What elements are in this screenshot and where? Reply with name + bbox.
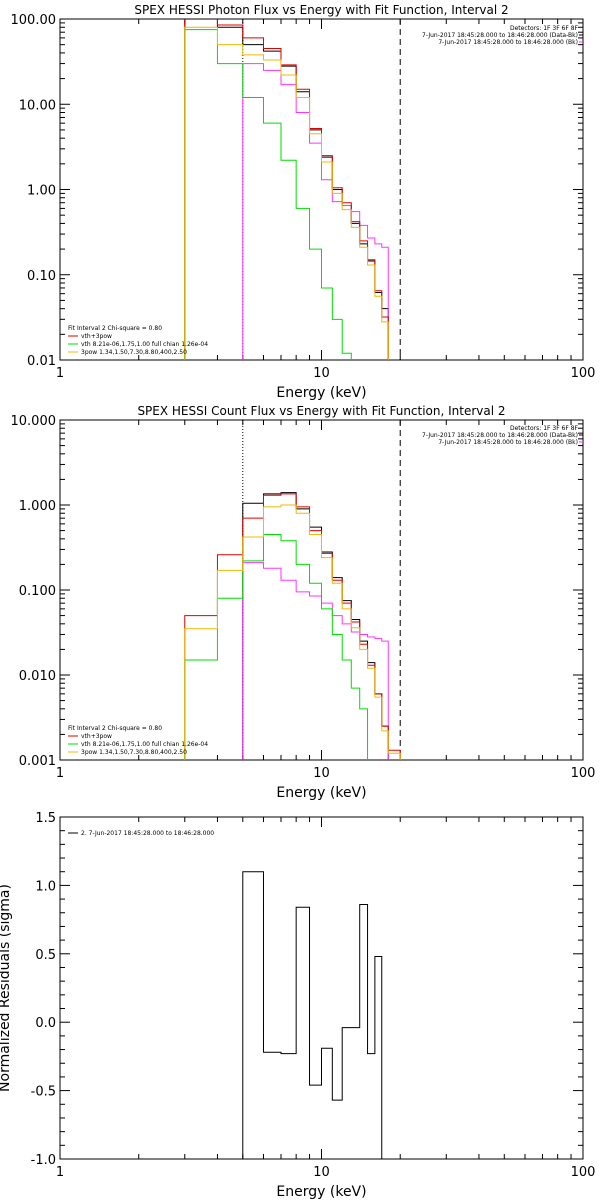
y-tick-label: 0.001 (19, 754, 56, 769)
series-0-histogram (184, 19, 389, 360)
plot-frame (59, 816, 584, 1160)
legend-entry: Fit Interval 2 Chi-square = 0.80 (68, 325, 162, 332)
x-axis-label: Energy (keV) (276, 1184, 366, 1200)
x-tick-label: 10 (313, 1165, 330, 1180)
x-tick-label: 1 (56, 766, 64, 781)
legend-entry: vth 8.21e-06,1.75,1.00 full chian 1.26e-… (81, 341, 208, 348)
legend-entry: vth+3pow (81, 333, 112, 340)
x-tick-label: 100 (571, 766, 596, 781)
y-tick-label: 100.00 (11, 13, 57, 28)
info-line: 7-Jun-2017 18:45:28.000 to 18:46:28.000 … (438, 39, 578, 46)
y-tick-label: 0.10 (27, 269, 56, 284)
y-tick-label: 0.5 (35, 948, 56, 963)
series-group (242, 871, 383, 1159)
y-tick-label: 10.000 (11, 414, 57, 429)
legend-entry: 3pow 1.34,1.50,7.30,8.80,400,2.50 (81, 749, 187, 756)
info-line: 7-Jun-2017 18:45:28.000 to 18:46:28.000 … (438, 439, 578, 446)
x-tick-label: 1 (56, 1165, 64, 1180)
y-tick-label: 0.010 (19, 669, 56, 684)
y-tick-label: 1.000 (19, 499, 56, 514)
y-tick-label: 1.5 (35, 811, 56, 826)
series-1-histogram (242, 562, 389, 760)
legend-entry: 2. 7-Jun-2017 18:45:28.000 to 18:46:28.0… (81, 830, 214, 837)
y-tick-label: 1.00 (27, 184, 56, 199)
series-group (184, 19, 401, 360)
x-axis-label: Energy (keV) (276, 385, 366, 401)
y-axis-label: Normalized Residuals (sigma) (0, 884, 13, 1092)
legend-entry: vth+3pow (81, 733, 112, 740)
series-0-histogram (242, 871, 383, 1159)
info-line: 7-Jun-2017 18:45:28.000 to 18:46:28.000 … (422, 32, 578, 39)
y-tick-label: -0.5 (31, 1085, 56, 1100)
legend-entry: vth 8.21e-06,1.75,1.00 full chian 1.26e-… (81, 741, 208, 748)
x-tick-label: 10 (313, 366, 330, 381)
y-tick-label: -1.0 (31, 1153, 56, 1168)
y-tick-label: 1.0 (35, 879, 56, 894)
x-tick-label: 1 (56, 366, 64, 381)
chart-title: SPEX HESSI Count Flux vs Energy with Fit… (137, 404, 505, 418)
y-tick-label: 0.01 (27, 354, 56, 369)
info-line: Detectors: 1F 3F 6F 8F (510, 425, 579, 432)
x-tick-label: 100 (571, 366, 596, 381)
info-line: Detectors: 1F 3F 6F 8F (510, 25, 579, 32)
y-tick-label: 0.0 (35, 1016, 56, 1031)
plot-frame (59, 18, 584, 361)
series-3-histogram (184, 533, 369, 760)
x-axis-label: Energy (keV) (276, 785, 366, 801)
y-tick-label: 10.00 (19, 98, 56, 113)
x-tick-label: 10 (313, 766, 330, 781)
y-tick-label: 0.100 (19, 584, 56, 599)
legend-entry: Fit Interval 2 Chi-square = 0.80 (68, 725, 162, 732)
series-1-histogram (242, 63, 389, 360)
series-group (184, 492, 401, 760)
series-0-histogram (242, 492, 389, 760)
legend-entry: 3pow 1.34,1.50,7.30,8.80,400,2.50 (81, 349, 187, 356)
series-4-histogram (184, 26, 401, 360)
x-tick-label: 100 (571, 1165, 596, 1180)
series-4-histogram (184, 504, 401, 760)
info-line: 7-Jun-2017 18:45:28.000 to 18:46:28.000 … (422, 432, 578, 439)
chart-title: SPEX HESSI Photon Flux vs Energy with Fi… (134, 3, 508, 17)
series-3-histogram (184, 29, 361, 360)
